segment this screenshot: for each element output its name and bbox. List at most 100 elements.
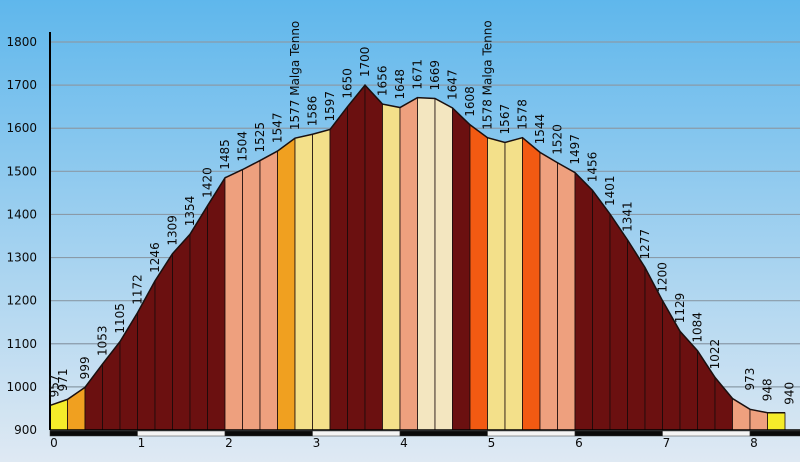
elevation-label-33: 1341 <box>621 201 635 232</box>
segment-23 <box>452 107 471 431</box>
segment-8 <box>189 204 208 431</box>
segment-15 <box>312 128 331 431</box>
elevation-label-29: 1520 <box>551 124 565 155</box>
elevation-label-11: 1504 <box>236 131 250 162</box>
scale-bar-block-6 <box>574 430 663 437</box>
scale-bar-block-0 <box>49 430 138 437</box>
elevation-label-21: 1671 <box>411 59 425 90</box>
segment-24 <box>469 123 488 431</box>
elevation-label-26: 1567 <box>498 104 512 135</box>
elevation-label-32: 1401 <box>603 175 617 206</box>
x-tick-label-2: 2 <box>225 436 233 450</box>
x-tick-label-8: 8 <box>750 436 758 450</box>
scale-bar-block-8 <box>749 430 800 437</box>
elevation-label-24: 1608 <box>463 86 477 117</box>
segment-17 <box>347 83 366 431</box>
elevation-label-12: 1525 <box>253 122 267 153</box>
elevation-label-30: 1497 <box>568 134 582 165</box>
x-axis-tick-labels: 0 1 2 3 4 5 6 7 8 <box>50 436 758 450</box>
x-tick-label-7: 7 <box>663 436 671 450</box>
scale-bar-block-7 <box>662 430 751 437</box>
elevation-label-31: 1456 <box>586 152 600 183</box>
segment-41 <box>767 412 786 431</box>
elevation-label-5: 1172 <box>130 274 144 305</box>
segment-29 <box>557 162 576 431</box>
y-tick-label-1500: 1500 <box>6 164 37 178</box>
segment-21 <box>417 97 436 431</box>
y-tick-label-900: 900 <box>14 423 37 437</box>
elevation-label-13: 1547 <box>271 113 285 144</box>
segment-6 <box>154 252 173 431</box>
elevation-label-14: 1577 Malga Tenno <box>288 21 302 130</box>
elevation-label-8: 1354 <box>183 196 197 227</box>
segment-28 <box>539 151 558 431</box>
elevation-label-25: 1578 Malga Tenno <box>481 20 495 129</box>
y-axis-tick-labels: 900 1000 1100 1200 1300 1400 1500 1600 1700 1800 <box>6 35 37 437</box>
y-tick-label-1400: 1400 <box>6 207 37 221</box>
elevation-label-6: 1246 <box>148 242 162 273</box>
y-tick-label-1200: 1200 <box>6 294 37 308</box>
elevation-label-22: 1669 <box>428 60 442 91</box>
elevation-label-20: 1648 <box>393 69 407 100</box>
elevation-label-39: 973 <box>743 368 757 391</box>
segment-27 <box>522 136 541 431</box>
y-tick-label-1300: 1300 <box>6 251 37 265</box>
elevation-label-36: 1129 <box>673 293 687 324</box>
segment-13 <box>277 137 296 431</box>
elevation-label-19: 1656 <box>376 66 390 97</box>
elevation-label-23: 1647 <box>446 69 460 100</box>
elevation-label-41: 940 <box>782 382 796 405</box>
segment-9 <box>207 176 226 431</box>
segment-31 <box>592 189 611 431</box>
elevation-label-17: 1650 <box>341 68 355 99</box>
elevation-label-37: 1084 <box>691 312 705 343</box>
segment-26 <box>504 137 523 431</box>
elevation-label-15: 1586 <box>306 96 320 127</box>
segment-32 <box>609 212 628 431</box>
x-tick-label-1: 1 <box>138 436 146 450</box>
segment-20 <box>399 96 418 431</box>
elevation-label-18: 1700 <box>358 47 372 78</box>
y-tick-label-1100: 1100 <box>6 337 37 351</box>
elevation-label-28: 1544 <box>533 114 547 145</box>
elevation-label-38: 1022 <box>708 339 722 370</box>
profile-outline <box>49 83 785 414</box>
elevation-label-34: 1277 <box>638 229 652 260</box>
y-tick-label-1700: 1700 <box>6 78 37 92</box>
elevation-label-16: 1597 <box>323 91 337 122</box>
elevation-label-0: 957 <box>47 375 61 398</box>
segment-11 <box>242 159 261 431</box>
scale-bar-block-5 <box>487 430 576 437</box>
elevation-label-27: 1578 <box>516 99 530 130</box>
elevation-label-7: 1309 <box>166 215 180 246</box>
elevation-label-35: 1200 <box>656 262 670 293</box>
segment-12 <box>259 150 278 431</box>
y-tick-label-1000: 1000 <box>6 380 37 394</box>
scale-bar-block-2 <box>224 430 313 437</box>
distance-scale-bar <box>49 430 800 437</box>
scale-bar-block-3 <box>312 430 401 437</box>
profile-line <box>49 83 785 414</box>
x-tick-label-6: 6 <box>575 436 583 450</box>
segment-14 <box>294 133 313 431</box>
elevation-label-40: 948 <box>761 378 775 401</box>
scale-bar-block-4 <box>399 430 488 437</box>
segment-33 <box>627 238 646 431</box>
segment-25 <box>487 137 506 431</box>
segment-16 <box>329 105 348 431</box>
elevation-segments <box>49 83 786 431</box>
elevation-label-9: 1420 <box>201 167 215 198</box>
axes <box>49 32 800 431</box>
x-tick-label-3: 3 <box>313 436 321 450</box>
segment-30 <box>574 171 593 431</box>
elevation-label-10: 1485 <box>218 139 232 170</box>
elevation-label-4: 1105 <box>113 303 127 334</box>
segment-7 <box>172 233 191 431</box>
x-tick-label-0: 0 <box>50 436 58 450</box>
elevation-label-3: 1053 <box>96 325 110 356</box>
segment-22 <box>434 97 453 431</box>
segment-10 <box>224 168 243 431</box>
elevation-label-1: 971 <box>56 368 70 391</box>
